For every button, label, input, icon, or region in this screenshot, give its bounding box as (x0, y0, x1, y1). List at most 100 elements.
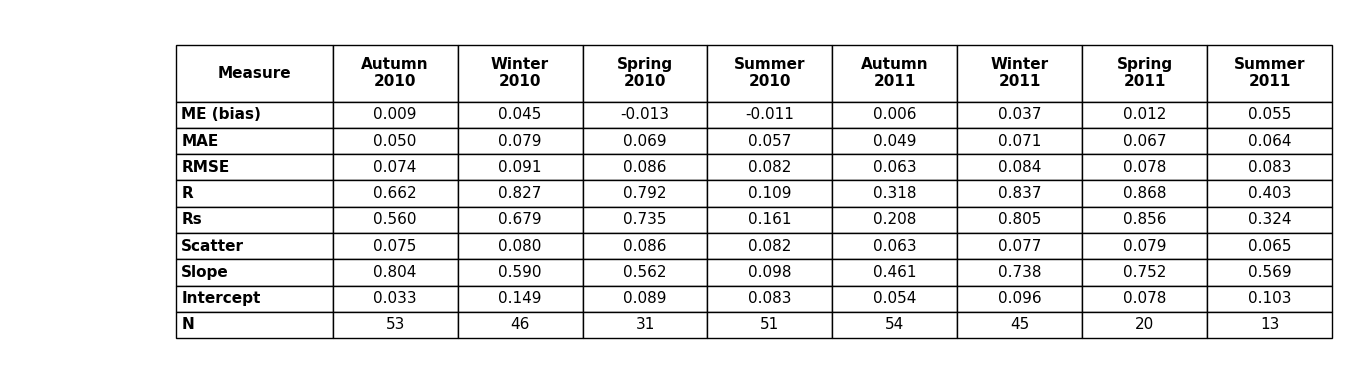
Text: 0.161: 0.161 (749, 212, 792, 227)
Text: 0.065: 0.065 (1249, 239, 1291, 254)
Bar (832, 259, 958, 285)
Text: 0.098: 0.098 (749, 265, 792, 280)
Bar (832, 102, 958, 128)
Bar (582, 259, 708, 285)
Text: 0.560: 0.560 (373, 212, 417, 227)
Bar (1082, 207, 1208, 233)
Text: -0.013: -0.013 (620, 107, 669, 122)
Bar (458, 259, 582, 285)
Text: Autumn
2010: Autumn 2010 (362, 57, 429, 89)
Text: 0.063: 0.063 (873, 160, 917, 175)
Bar (176, 259, 333, 285)
Bar (832, 180, 958, 207)
Text: 0.735: 0.735 (623, 212, 667, 227)
Bar (458, 45, 582, 102)
Bar (958, 45, 1082, 102)
Bar (832, 312, 958, 338)
Bar (958, 312, 1082, 338)
Bar (832, 233, 958, 259)
Bar (1208, 312, 1332, 338)
Text: 0.071: 0.071 (999, 133, 1041, 149)
Bar (1208, 285, 1332, 312)
Text: 20: 20 (1135, 317, 1154, 332)
Text: 51: 51 (761, 317, 780, 332)
Text: 45: 45 (1011, 317, 1030, 332)
Bar (333, 128, 458, 154)
Text: Summer
2010: Summer 2010 (734, 57, 806, 89)
Text: 0.083: 0.083 (749, 291, 792, 306)
Bar (832, 285, 958, 312)
Text: 0.089: 0.089 (623, 291, 667, 306)
Text: MAE: MAE (182, 133, 219, 149)
Text: 0.079: 0.079 (499, 133, 542, 149)
Text: 0.082: 0.082 (749, 160, 792, 175)
Text: 0.096: 0.096 (999, 291, 1042, 306)
Bar (1082, 233, 1208, 259)
Text: 0.055: 0.055 (1249, 107, 1291, 122)
Bar (1082, 285, 1208, 312)
Text: 0.318: 0.318 (873, 186, 917, 201)
Bar (958, 128, 1082, 154)
Text: 13: 13 (1259, 317, 1280, 332)
Text: 0.075: 0.075 (373, 239, 417, 254)
Text: Spring
2010: Spring 2010 (617, 57, 673, 89)
Text: 0.086: 0.086 (623, 239, 667, 254)
Bar (458, 233, 582, 259)
Bar (333, 180, 458, 207)
Bar (1082, 128, 1208, 154)
Bar (582, 312, 708, 338)
Text: 0.080: 0.080 (499, 239, 542, 254)
Text: 0.461: 0.461 (873, 265, 917, 280)
Bar (176, 102, 333, 128)
Text: 0.738: 0.738 (999, 265, 1041, 280)
Bar (333, 154, 458, 180)
Text: 0.752: 0.752 (1123, 265, 1167, 280)
Text: 0.057: 0.057 (749, 133, 792, 149)
Bar (176, 207, 333, 233)
Text: 46: 46 (511, 317, 530, 332)
Text: 0.109: 0.109 (749, 186, 792, 201)
Text: -0.011: -0.011 (746, 107, 795, 122)
Text: 0.078: 0.078 (1123, 291, 1167, 306)
Bar (176, 312, 333, 338)
Text: 0.064: 0.064 (1249, 133, 1291, 149)
Bar (958, 102, 1082, 128)
Bar (1082, 154, 1208, 180)
Text: 0.837: 0.837 (999, 186, 1041, 201)
Bar (958, 259, 1082, 285)
Bar (176, 128, 333, 154)
Text: 0.078: 0.078 (1123, 160, 1167, 175)
Bar (708, 259, 832, 285)
Bar (958, 154, 1082, 180)
Bar (582, 128, 708, 154)
Bar (708, 154, 832, 180)
Text: 0.050: 0.050 (373, 133, 417, 149)
Bar (1082, 45, 1208, 102)
Text: 0.006: 0.006 (873, 107, 917, 122)
Bar (582, 285, 708, 312)
Bar (1082, 312, 1208, 338)
Text: 0.804: 0.804 (373, 265, 417, 280)
Text: Slope: Slope (182, 265, 229, 280)
Text: 0.590: 0.590 (499, 265, 542, 280)
Text: 0.679: 0.679 (499, 212, 542, 227)
Text: RMSE: RMSE (182, 160, 229, 175)
Text: 0.324: 0.324 (1249, 212, 1291, 227)
Text: 0.077: 0.077 (999, 239, 1041, 254)
Text: 53: 53 (385, 317, 404, 332)
Bar (708, 285, 832, 312)
Bar (333, 285, 458, 312)
Text: 0.403: 0.403 (1249, 186, 1291, 201)
Bar (958, 285, 1082, 312)
Bar (1208, 259, 1332, 285)
Text: 0.208: 0.208 (873, 212, 917, 227)
Text: 0.662: 0.662 (373, 186, 417, 201)
Text: 0.805: 0.805 (999, 212, 1041, 227)
Bar (333, 45, 458, 102)
Bar (708, 233, 832, 259)
Text: 0.827: 0.827 (499, 186, 542, 201)
Bar (832, 45, 958, 102)
Text: 0.868: 0.868 (1123, 186, 1167, 201)
Text: 0.074: 0.074 (373, 160, 417, 175)
Bar (1082, 180, 1208, 207)
